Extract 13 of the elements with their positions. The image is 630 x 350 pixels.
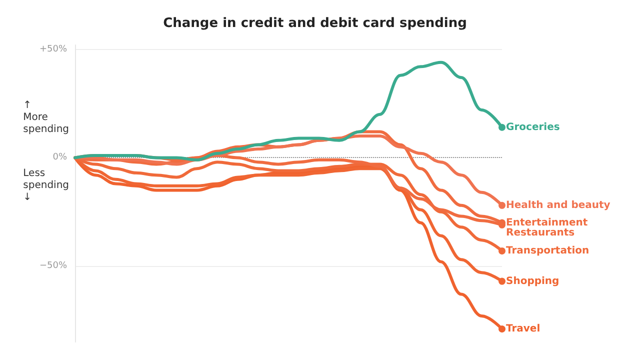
y-tick-label: +50% xyxy=(39,44,68,54)
series-label: Transportation xyxy=(506,245,590,256)
text: ↑ More spending xyxy=(23,100,69,136)
y-tick-label: 0% xyxy=(52,152,68,163)
chart-title: Change in credit and debit card spending xyxy=(163,16,467,31)
text: Less spending ↓ xyxy=(23,168,69,204)
y-tick-label: −50% xyxy=(39,261,68,272)
series-label: Health and beauty xyxy=(506,200,611,211)
series-label: Travel xyxy=(506,323,540,334)
series-label: Shopping xyxy=(506,276,560,287)
series-label: Restaurants xyxy=(506,227,575,238)
series-label: Groceries xyxy=(506,122,560,133)
series-label: Entertainment xyxy=(506,217,588,228)
